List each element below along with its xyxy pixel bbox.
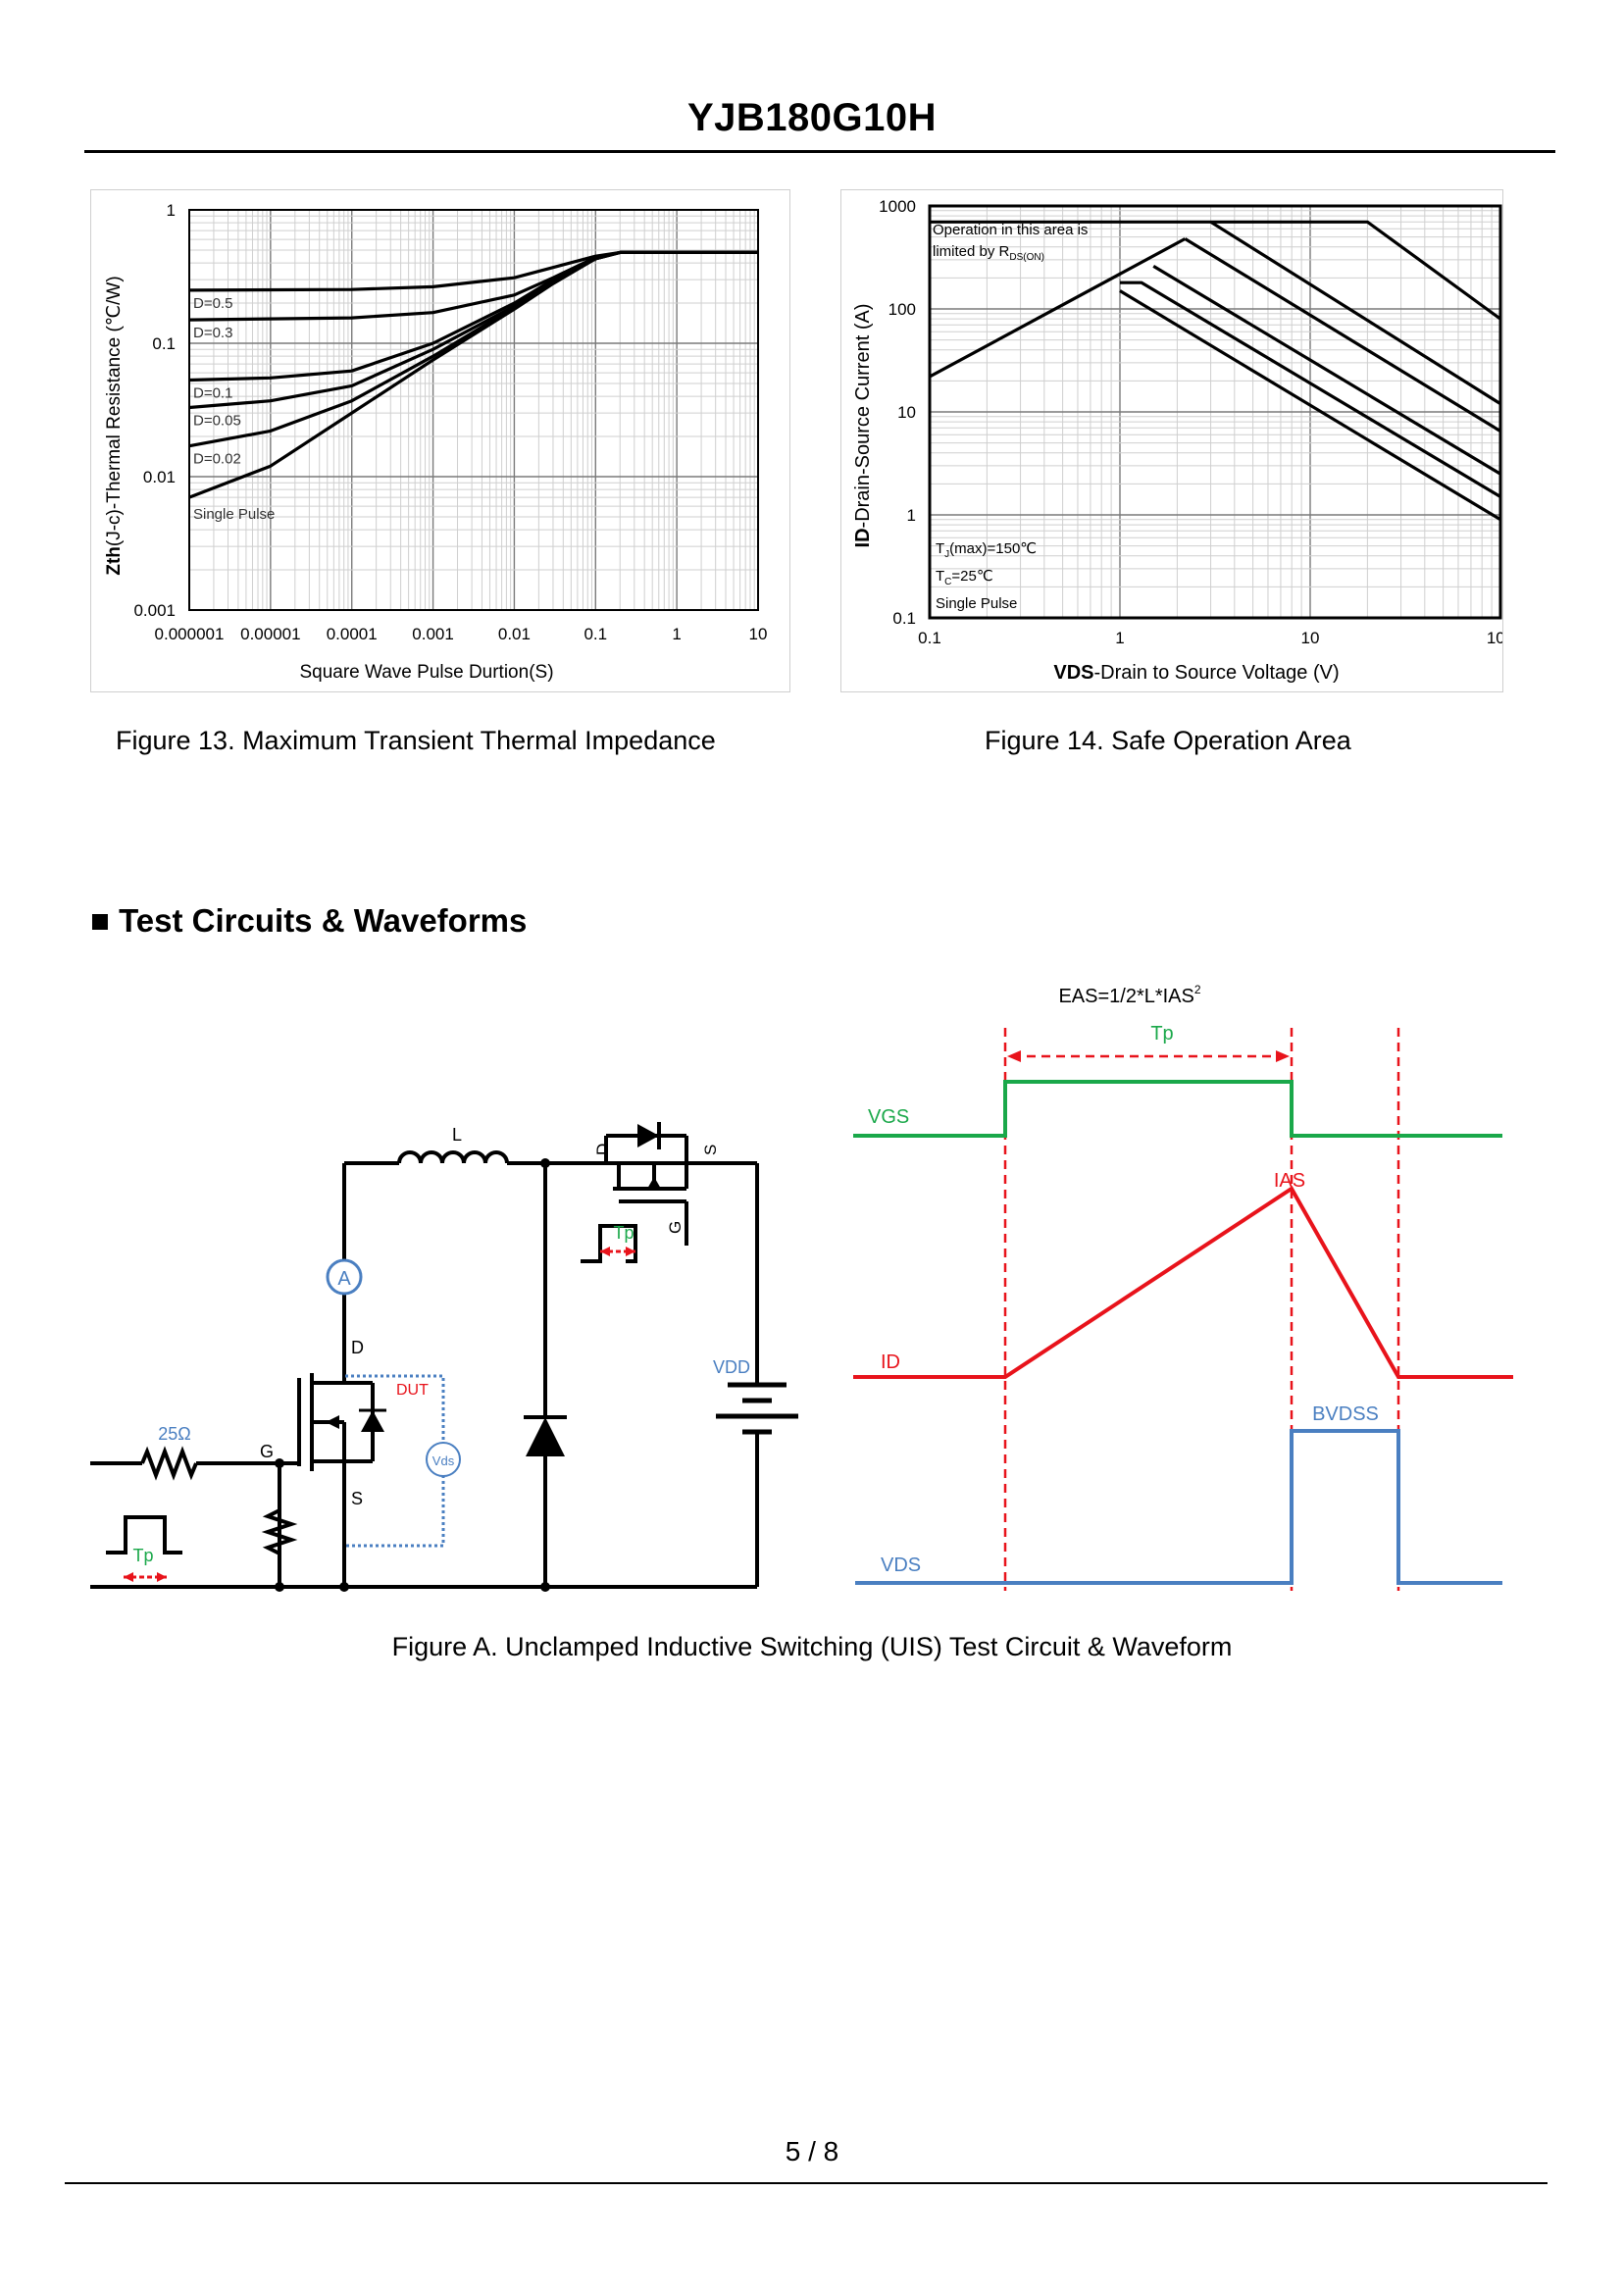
inductor-symbol: [397, 1150, 509, 1164]
single-pulse-condition: Single Pulse: [936, 595, 1017, 612]
freewheel-diode-icon: [526, 1417, 565, 1456]
drain-label: D: [351, 1338, 364, 1357]
document-title: YJB180G10H: [686, 96, 938, 139]
series-line-10ms: [1120, 280, 1501, 498]
source-label: S: [351, 1489, 363, 1508]
x-tick-label: 0.1: [584, 625, 607, 643]
series-line-dc: [1119, 289, 1501, 522]
ammeter-icon: [326, 1258, 363, 1296]
y-axis-label: ID-Drain-Source Current (A): [852, 304, 874, 548]
curve-label: D=0.5: [193, 295, 232, 312]
x-tick-label: 1: [672, 625, 681, 643]
y-tick-label: 1000: [879, 197, 916, 216]
curve-label: D=0.3: [193, 325, 232, 341]
vgs-trace: [853, 1080, 1502, 1138]
gate-resistor-label: 25Ω: [158, 1424, 190, 1444]
gate-resistor-symbol: [140, 1446, 198, 1481]
id-trace: [853, 1186, 1513, 1379]
vdd-label: VDD: [713, 1357, 750, 1377]
ammeter-label: A: [337, 1268, 351, 1290]
x-tick-label: 0.001: [412, 625, 454, 643]
series-line-1ms: [1152, 265, 1501, 476]
tc-condition: TC=25℃: [936, 568, 993, 587]
y-tick-label: 0.1: [892, 609, 916, 628]
x-tick-label: 10: [749, 625, 768, 643]
switch-gate-label: G: [666, 1221, 685, 1234]
x-axis-label: VDS-Drain to Source Voltage (V): [1053, 662, 1339, 684]
series-line-10us: [930, 220, 1501, 321]
vds-trace: [855, 1429, 1502, 1585]
y-tick-label: 10: [897, 403, 916, 422]
curve-label: D=0.05: [193, 412, 241, 429]
vds-meter-label: Vds: [432, 1453, 455, 1468]
pulldown-resistor-symbol: [261, 1508, 298, 1555]
eas-equation: EAS=1/2*L*IAS2: [1058, 983, 1200, 1007]
vgs-label: VGS: [868, 1106, 909, 1128]
tj-condition: TJ(max)=150℃: [936, 540, 1037, 560]
figure14-panel: 0.1 1 10 100 0.1 1 10 100 1000 Operation in this…: [840, 189, 1562, 692]
footer-divider: [65, 2182, 1548, 2184]
x-tick-label: 0.01: [498, 625, 531, 643]
switch-diode-icon: [637, 1124, 659, 1147]
x-tick-label: 0.000001: [155, 625, 225, 643]
y-tick-label: 1: [907, 506, 916, 525]
title-divider: [84, 150, 1555, 153]
plot-frame: [188, 209, 759, 611]
rdson-annotation-2: limited by RDS(ON): [933, 243, 1044, 263]
switch-drain-label: D: [593, 1144, 612, 1155]
uis-waveform: EAS=1/2*L*IAS2 Tp VGS ID IAS VDS BVDSS: [853, 983, 1513, 1591]
y-tick-label: 0.001: [133, 601, 176, 620]
uis-test-circuit: A Vds L 25Ω G D S DUT VDD Tp Tp D S G: [90, 1122, 798, 1592]
x-tick-label: 0.1: [918, 629, 941, 647]
curve-label: D=0.02: [193, 451, 241, 468]
switch-source-label: S: [701, 1145, 720, 1155]
switch-pulse-label: Tp: [613, 1223, 634, 1243]
x-tick-label: 0.00001: [240, 625, 300, 643]
tp-label: Tp: [1150, 1023, 1173, 1045]
section-heading: ■ Test Circuits & Waveforms: [90, 902, 528, 939]
page-number: 5 / 8: [785, 2136, 839, 2167]
x-axis-label: Square Wave Pulse Durtion(S): [299, 662, 553, 683]
figureA-caption: Figure A. Unclamped Inductive Switching …: [391, 1632, 1233, 1661]
x-tick-label: 10: [1301, 629, 1320, 647]
plot-frame: [928, 204, 1502, 620]
body-diode-icon: [361, 1410, 384, 1432]
series-line-100us: [1209, 220, 1501, 406]
safe-operation-area-chart: 0.1 1 10 100 0.1 1 10 100 1000 Operation in this…: [852, 197, 1562, 684]
inductor-label: L: [452, 1125, 462, 1145]
bvdss-label: BVDSS: [1312, 1403, 1379, 1425]
x-tick-label: 100: [1487, 629, 1502, 647]
figure14-caption: Figure 14. Safe Operation Area: [985, 726, 1351, 755]
y-tick-label: 100: [888, 300, 916, 319]
figure13-panel: 0.000001 0.00001 0.0001 0.001 0.01 0.1 1 10 0.00…: [90, 189, 790, 692]
series-line-300us: [1184, 237, 1501, 433]
figure13-caption: Figure 13. Maximum Transient Thermal Imp…: [116, 726, 716, 755]
input-pulse-label: Tp: [132, 1546, 153, 1565]
dut-label: DUT: [396, 1382, 429, 1399]
y-axis-label: Zth(J-c)-Thermal Resistance (℃/W): [104, 276, 125, 575]
series-line-single-pulse: [188, 250, 758, 499]
vds-label: VDS: [881, 1555, 921, 1576]
y-tick-label: 0.01: [143, 468, 176, 486]
x-tick-label: 0.0001: [327, 625, 378, 643]
gate-label: G: [260, 1442, 274, 1461]
y-tick-label: 1: [167, 201, 176, 220]
ias-label: IAS: [1274, 1170, 1305, 1192]
curve-label: D=0.1: [193, 384, 232, 401]
thermal-impedance-chart: 0.000001 0.00001 0.0001 0.001 0.01 0.1 1 10 0.00…: [104, 201, 768, 683]
series-line-rds-on-limit: [929, 237, 1187, 379]
curve-label: Single Pulse: [193, 506, 275, 523]
x-tick-label: 1: [1115, 629, 1124, 647]
id-label: ID: [881, 1351, 900, 1373]
rdson-annotation-1: Operation in this area is: [933, 222, 1088, 238]
vds-meter-icon: [426, 1442, 461, 1477]
y-tick-label: 0.1: [152, 334, 176, 353]
